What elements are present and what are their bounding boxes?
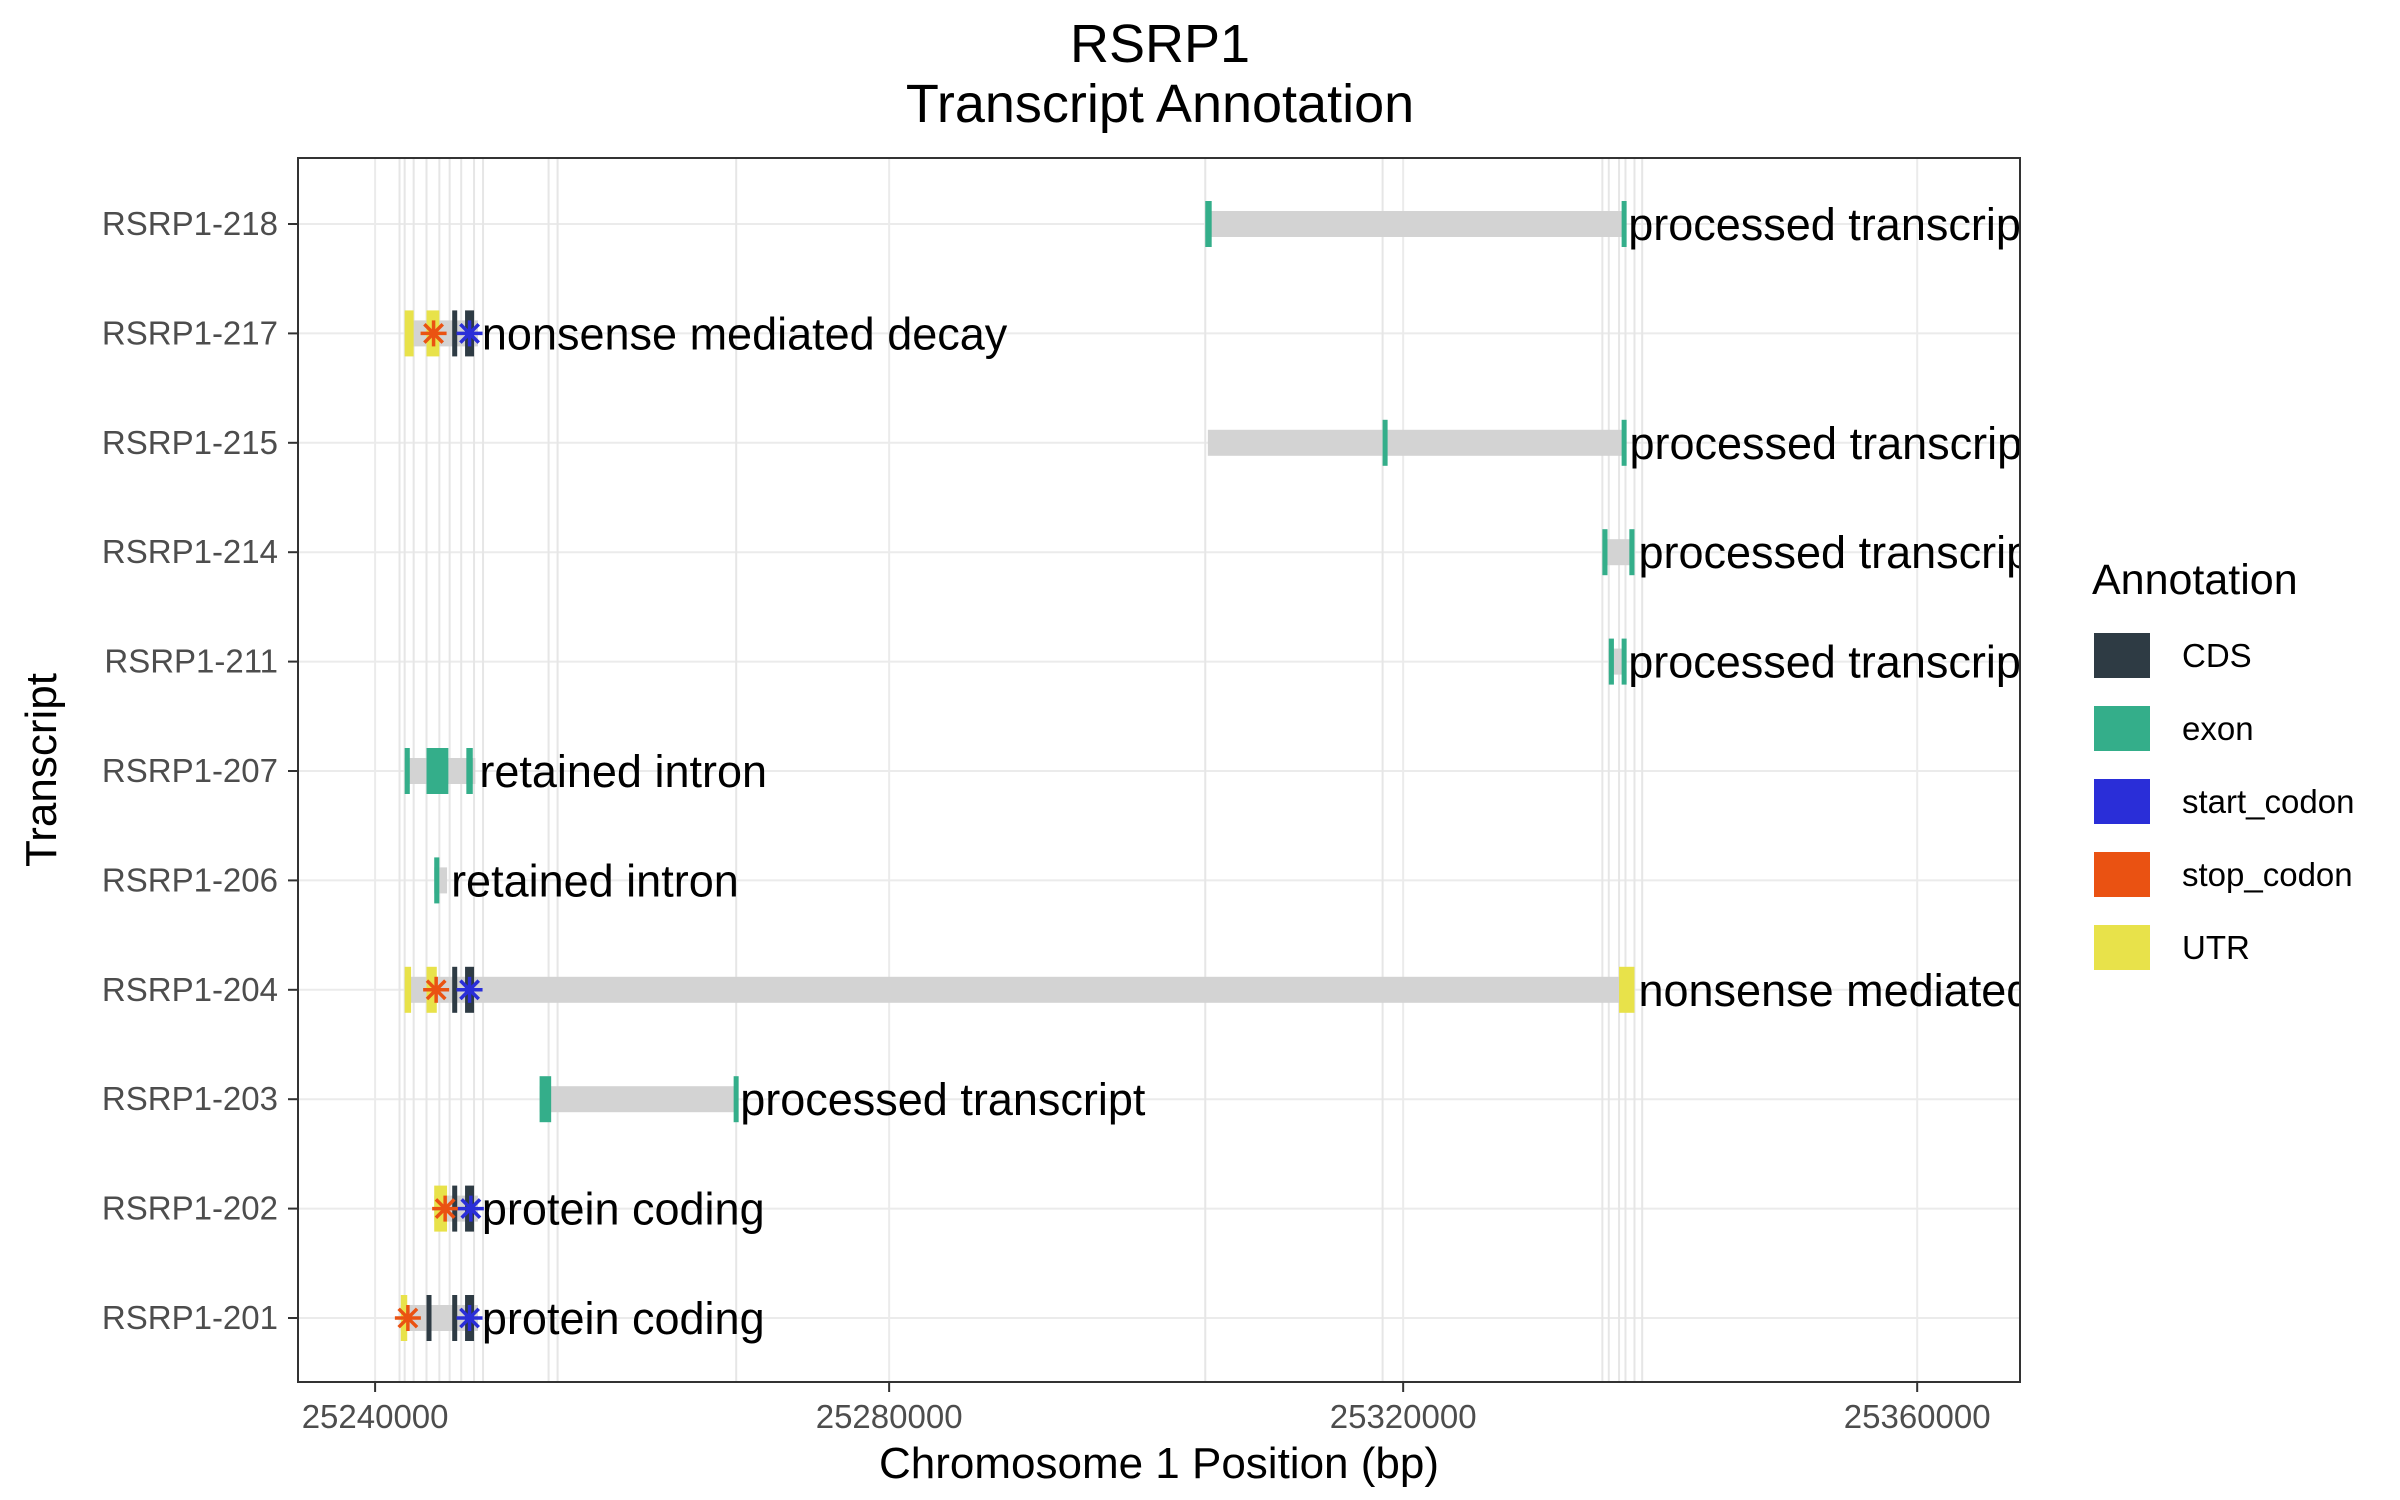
legend-key bbox=[2094, 779, 2150, 824]
transcript-biotype-label: protein coding bbox=[482, 1293, 765, 1344]
transcript-row: retained intron bbox=[434, 855, 739, 906]
transcript-biotype-label: processed transcript bbox=[740, 1074, 1146, 1125]
transcript-biotype-label: processed transcript bbox=[1628, 637, 2034, 688]
exon-block bbox=[733, 1076, 739, 1123]
cds-block bbox=[452, 310, 458, 357]
cds-block bbox=[426, 1295, 432, 1341]
legend-key bbox=[2094, 706, 2150, 751]
stop-codon-marker bbox=[420, 320, 447, 347]
y-tick-label: RSRP1-204 bbox=[102, 971, 278, 1008]
stop-codon-marker bbox=[432, 1195, 459, 1222]
legend-key bbox=[2094, 852, 2150, 897]
start-codon-marker bbox=[457, 1195, 484, 1222]
y-tick-label: RSRP1-218 bbox=[102, 205, 278, 242]
transcript-span-bar bbox=[404, 976, 1635, 1003]
y-tick-label: RSRP1-214 bbox=[102, 533, 278, 570]
legend-label: start_codon bbox=[2182, 783, 2354, 820]
transcript-row: processed transcript bbox=[1205, 199, 2034, 250]
stop-codon-marker bbox=[394, 1305, 421, 1331]
x-tick-label: 25320000 bbox=[1330, 1398, 1477, 1435]
legend: Annotation CDS exon start_codon stop_codon U… bbox=[2092, 556, 2354, 970]
exon-block bbox=[1629, 529, 1635, 576]
exon-block bbox=[466, 748, 473, 794]
cds-block bbox=[452, 966, 458, 1013]
legend-key bbox=[2094, 925, 2150, 970]
exon-block bbox=[434, 857, 440, 904]
transcript-row: nonsense mediated decay bbox=[404, 965, 2164, 1016]
transcript-row: retained intron bbox=[404, 746, 767, 797]
exon-block bbox=[1602, 529, 1608, 576]
x-tick-label: 25360000 bbox=[1844, 1398, 1991, 1435]
y-tick-label: RSRP1-207 bbox=[102, 752, 278, 789]
transcript-row: processed transcript bbox=[1207, 418, 2035, 469]
x-axis-title: Chromosome 1 Position (bp) bbox=[879, 1439, 1439, 1488]
utr-block bbox=[404, 966, 412, 1013]
transcript-biotype-label: processed transcript bbox=[1628, 199, 2034, 250]
legend-item: UTR bbox=[2094, 925, 2250, 970]
transcript-biotype-label: processed transcript bbox=[1629, 418, 2035, 469]
legend-item: exon bbox=[2094, 706, 2254, 751]
y-axis-title: Transcript bbox=[17, 673, 66, 867]
y-tick-label: RSRP1-202 bbox=[102, 1190, 278, 1227]
data-layer: processed transcript nonsense mediated de… bbox=[394, 199, 2164, 1344]
legend-label: UTR bbox=[2182, 929, 2250, 966]
x-tick-label: 25280000 bbox=[816, 1398, 963, 1435]
y-tick-label: RSRP1-211 bbox=[104, 643, 278, 680]
exon-block bbox=[404, 748, 410, 794]
transcript-span-bar bbox=[1207, 429, 1626, 456]
start-codon-marker bbox=[456, 320, 483, 347]
exon-block bbox=[1621, 638, 1627, 685]
exon-block bbox=[1608, 638, 1614, 685]
exon-block bbox=[539, 1076, 552, 1123]
transcript-row: processed transcript bbox=[1608, 637, 2034, 688]
transcript-biotype-label: retained intron bbox=[451, 855, 739, 906]
transcript-biotype-label: nonsense mediated decay bbox=[482, 308, 1008, 359]
axis-layer: RSRP1-218 RSRP1-217 RSRP1-215 RSRP1-214 RSRP… bbox=[102, 205, 1991, 1435]
transcript-span-bar bbox=[1602, 539, 1635, 566]
transcript-biotype-label: nonsense mediated decay bbox=[1638, 965, 2164, 1016]
chart-subtitle: Transcript Annotation bbox=[906, 74, 1414, 134]
utr-block bbox=[404, 310, 414, 357]
start-codon-marker bbox=[456, 976, 483, 1003]
y-tick-label: RSRP1-201 bbox=[102, 1299, 278, 1336]
transcript-row: protein coding bbox=[394, 1293, 765, 1344]
y-tick-label: RSRP1-206 bbox=[102, 861, 278, 898]
transcript-span-bar bbox=[1205, 211, 1625, 237]
x-tick-label: 25240000 bbox=[302, 1398, 449, 1435]
cds-block bbox=[452, 1295, 458, 1341]
legend-label: stop_codon bbox=[2182, 856, 2353, 893]
exon-block bbox=[1382, 419, 1388, 466]
transcript-biotype-label: processed transcript bbox=[1638, 527, 2044, 578]
y-tick-label: RSRP1-217 bbox=[102, 314, 278, 351]
legend-item: CDS bbox=[2094, 633, 2252, 678]
legend-item: stop_codon bbox=[2094, 852, 2353, 897]
exon-block bbox=[1621, 201, 1627, 247]
legend-label: exon bbox=[2182, 710, 2254, 747]
transcript-row: processed transcript bbox=[1602, 527, 2044, 578]
stop-codon-marker bbox=[423, 976, 450, 1003]
transcript-biotype-label: retained intron bbox=[479, 746, 767, 797]
legend-item: start_codon bbox=[2094, 779, 2354, 824]
utr-block bbox=[1619, 966, 1635, 1013]
transcript-span-bar bbox=[539, 1086, 737, 1113]
transcript-biotype-label: protein coding bbox=[482, 1184, 765, 1235]
y-tick-label: RSRP1-215 bbox=[102, 424, 278, 461]
transcript-row: nonsense mediated decay bbox=[404, 308, 1008, 359]
legend-title: Annotation bbox=[2092, 556, 2298, 604]
transcript-row: protein coding bbox=[432, 1184, 765, 1235]
legend-key bbox=[2094, 633, 2150, 678]
exon-block bbox=[1621, 419, 1627, 466]
transcript-row: processed transcript bbox=[539, 1074, 1146, 1125]
chart-title: RSRP1 bbox=[1070, 14, 1250, 74]
legend-label: CDS bbox=[2182, 637, 2252, 674]
y-tick-label: RSRP1-203 bbox=[102, 1080, 278, 1117]
start-codon-marker bbox=[456, 1305, 483, 1331]
exon-block bbox=[1205, 201, 1212, 247]
exon-block bbox=[426, 748, 449, 794]
